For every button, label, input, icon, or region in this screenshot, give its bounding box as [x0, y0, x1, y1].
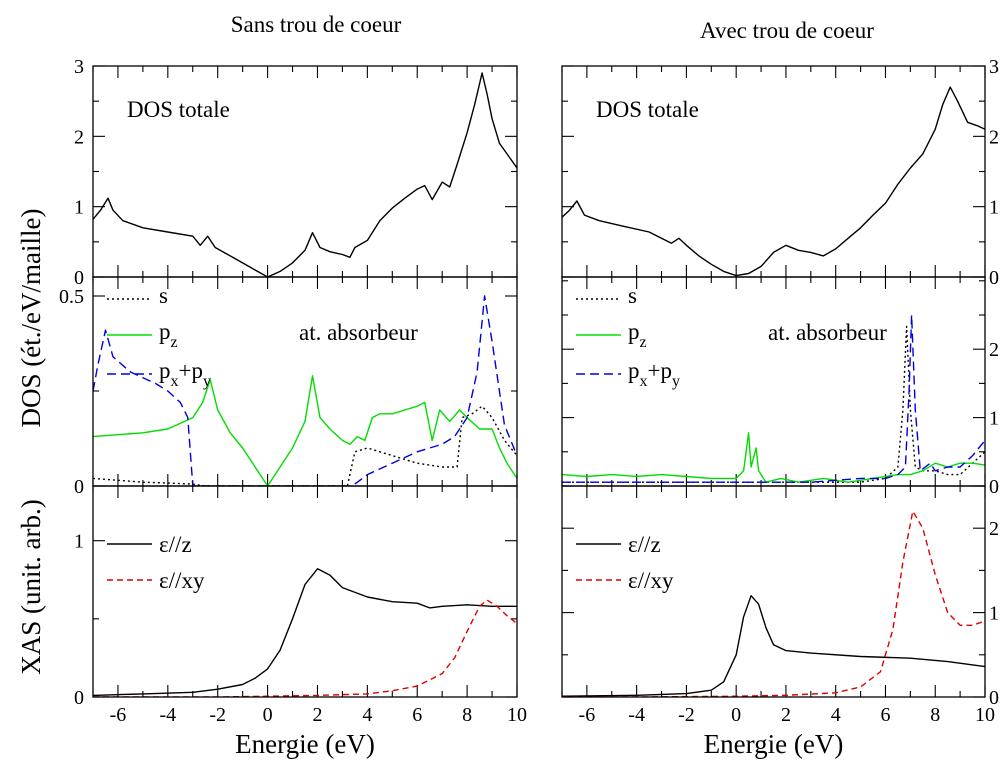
y-tick-label: 0 — [74, 267, 84, 289]
x-tick-label: -6 — [579, 704, 596, 726]
y-tick-label: 1 — [989, 408, 999, 430]
x-axis-label: Energie (eV) — [704, 729, 844, 759]
panel-left-total: 0 1 2 3 DOS totale — [74, 56, 518, 289]
y-tick-label: 2 — [989, 518, 999, 540]
panel-label-absorber: at. absorbeur — [299, 320, 418, 345]
legend-exy-label: ε//xy — [159, 568, 205, 593]
y-tick-label: 0 — [74, 687, 84, 709]
panel-frame — [561, 485, 986, 698]
y-tick-label: 0 — [989, 687, 999, 709]
x-tick-label: 8 — [462, 704, 472, 726]
y-tick-label: 1 — [989, 197, 999, 219]
column-title-left: Sans trou de coeur — [231, 12, 402, 37]
y-tick-label: 0 — [989, 267, 999, 289]
y-tick-label: 0 — [989, 476, 999, 498]
series-pz-line — [562, 432, 985, 483]
legend-s-label: s — [159, 283, 168, 308]
x-tick-label: 6 — [412, 704, 422, 726]
x-tick-label: -4 — [628, 704, 645, 726]
x-tick-label: 10 — [507, 704, 527, 726]
panel-right-xas: -6 -4 -2 0 2 4 6 8 10 Energie (eV) 0 1 2 ε//z ε//xy — [561, 485, 999, 759]
series-pxpy-line — [562, 314, 985, 483]
legend-ez-label: ε//z — [628, 532, 661, 557]
panel-right-absorber: 0 1 2 at. absorbeur s pz px+py — [561, 276, 999, 498]
x-axis-label: Energie (eV) — [235, 729, 375, 759]
x-tick-label: 2 — [781, 704, 791, 726]
series-total-line — [562, 86, 985, 277]
x-tick-label: 4 — [362, 704, 372, 726]
panel-frame — [92, 485, 518, 698]
x-tick-label: 4 — [831, 704, 841, 726]
series-ez-line — [562, 595, 985, 697]
y-tick-label: 1 — [989, 603, 999, 625]
x-tick-label: -2 — [209, 704, 226, 726]
y-tick-label: 0 — [74, 476, 84, 498]
x-tick-label: -4 — [159, 704, 176, 726]
legend-pz-label: pz — [159, 319, 178, 351]
panel-label-dos-total: DOS totale — [596, 97, 699, 122]
series-s-line — [562, 325, 985, 483]
x-tick-label: 0 — [263, 704, 273, 726]
x-tick-label: 6 — [880, 704, 890, 726]
series-exy-line — [562, 510, 985, 697]
legend-pxpy-label: px+py — [159, 358, 211, 390]
series-ez-line — [93, 568, 517, 697]
y-tick-label: 3 — [989, 56, 999, 78]
y-tick-label: 0.5 — [59, 286, 84, 308]
legend-pxpy-label: px+py — [628, 358, 680, 390]
y-tick-label: 1 — [74, 197, 84, 219]
x-tick-label: -2 — [678, 704, 695, 726]
y-tick-label: 2 — [989, 126, 999, 148]
x-tick-label: -6 — [110, 704, 127, 726]
panel-left-xas: -6 -4 -2 0 2 4 6 8 10 Energie (eV) 0 1 ε//z ε//xy — [74, 485, 527, 759]
y-tick-label: 2 — [74, 126, 84, 148]
panel-label-dos-total: DOS totale — [127, 97, 230, 122]
legend-ez-label: ε//z — [159, 532, 192, 557]
x-tick-label: 8 — [930, 704, 940, 726]
x-tick-label: 0 — [731, 704, 741, 726]
legend-exy-label: ε//xy — [628, 568, 674, 593]
column-title-right: Avec trou de coeur — [700, 18, 874, 43]
x-tick-label: 2 — [312, 704, 322, 726]
panel-frame — [92, 276, 518, 487]
series-pz-line — [93, 375, 517, 486]
y-tick-label: 2 — [989, 339, 999, 361]
panel-right-total: 0 1 2 3 DOS totale — [561, 56, 999, 289]
y-tick-label: 3 — [74, 56, 84, 78]
legend-s-label: s — [628, 283, 637, 308]
series-exy-line — [93, 599, 517, 697]
ylabel-xas: XAS (unit. arb.) — [16, 499, 46, 674]
series-pxpy-line — [93, 295, 517, 486]
x-tick-label: 10 — [975, 704, 995, 726]
legend-pz-label: pz — [628, 319, 647, 351]
series-total-line — [93, 72, 517, 277]
panel-frame — [561, 276, 986, 487]
y-tick-label: 1 — [74, 531, 84, 553]
panel-label-absorber: at. absorbeur — [768, 320, 887, 345]
ylabel-dos: DOS (ét./eV/maille) — [16, 209, 46, 428]
panel-left-absorber: 0 0.5 at. absorbeur s pz px+py — [59, 276, 518, 498]
